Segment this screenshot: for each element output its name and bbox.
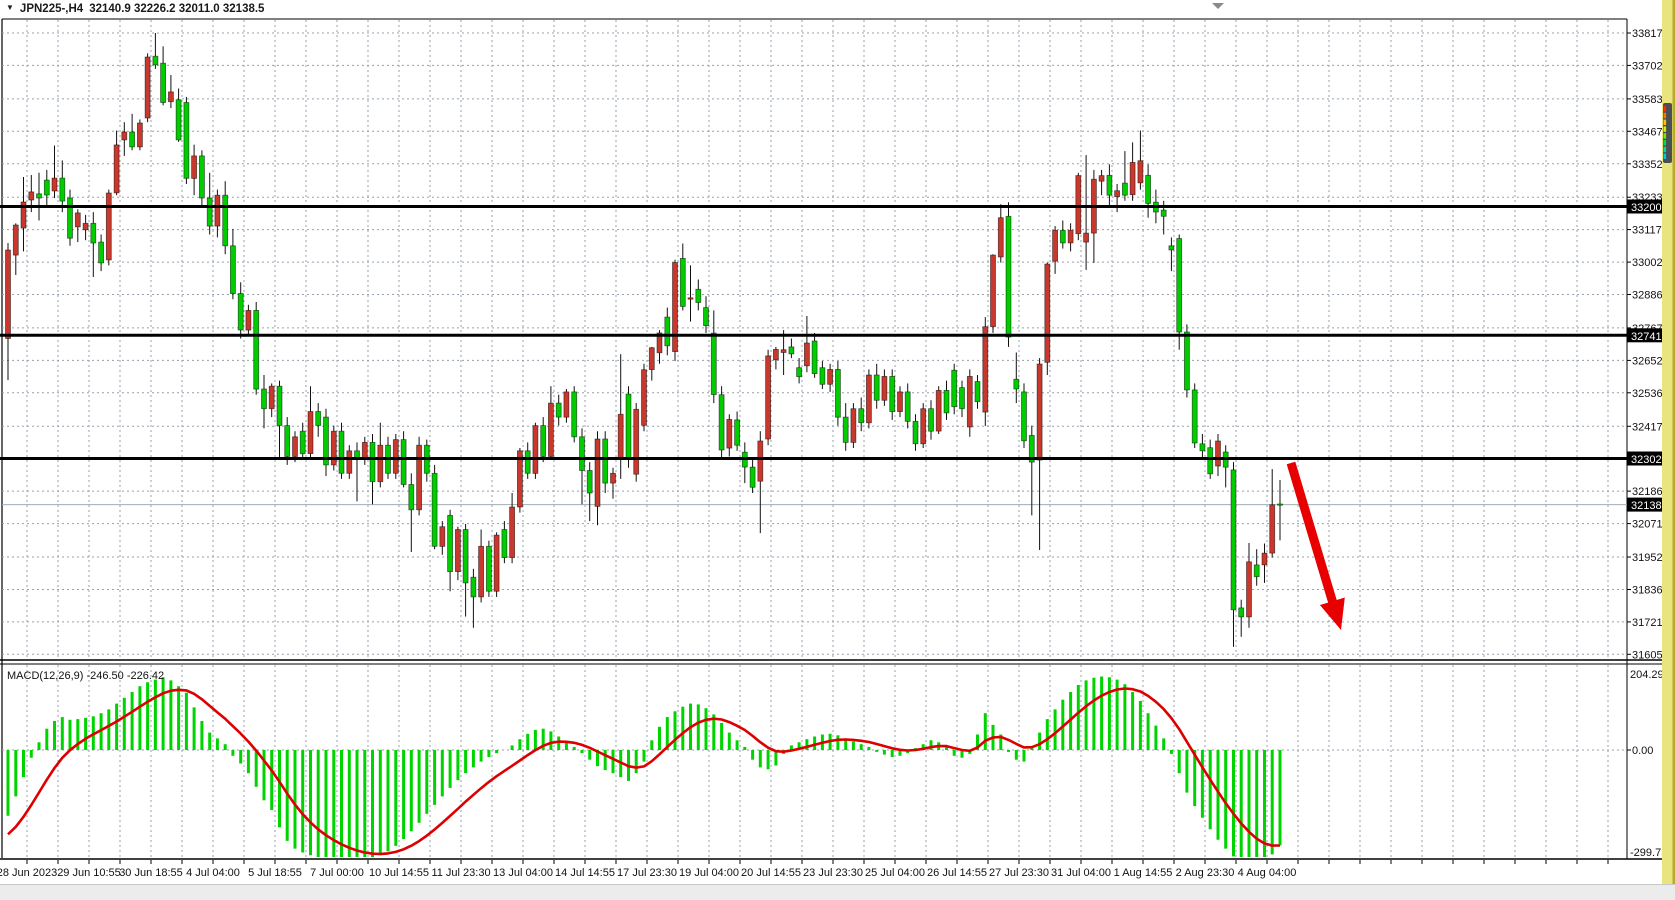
macd-signal-line (7, 687, 1281, 856)
sell-arrow-annotation[interactable] (1286, 461, 1345, 630)
svg-text:25 Jul 04:00: 25 Jul 04:00 (865, 867, 925, 879)
svg-text:10 Jul 14:55: 10 Jul 14:55 (369, 867, 429, 879)
svg-text:31721.0: 31721.0 (1632, 617, 1672, 629)
svg-text:32536.5: 32536.5 (1632, 388, 1672, 400)
svg-text:27 Jul 23:30: 27 Jul 23:30 (989, 867, 1049, 879)
macd-label: MACD(12,26,9) -246.50 -226.42 (7, 670, 164, 682)
svg-text:33817.5: 33817.5 (1632, 28, 1672, 40)
svg-text:31836.5: 31836.5 (1632, 585, 1672, 597)
svg-text:5 Jul 18:55: 5 Jul 18:55 (248, 867, 302, 879)
svg-text:1 Aug 14:55: 1 Aug 14:55 (1114, 867, 1173, 879)
svg-text:MACD(12,26,9) -246.50 -226.42: MACD(12,26,9) -246.50 -226.42 (7, 670, 164, 682)
svg-text:32741.2: 32741.2 (1631, 331, 1671, 343)
svg-text:32302.7: 32302.7 (1631, 454, 1671, 466)
svg-text:14 Jul 14:55: 14 Jul 14:55 (555, 867, 615, 879)
symbol-ohlc: 32140.9 32226.2 32011.0 32138.5 (89, 2, 265, 15)
svg-text:33200.0: 33200.0 (1631, 202, 1671, 214)
svg-text:4 Jul 04:00: 4 Jul 04:00 (186, 867, 240, 879)
svg-text:28 Jun 2023: 28 Jun 2023 (0, 867, 57, 879)
svg-text:32186.5: 32186.5 (1632, 486, 1672, 498)
svg-text:23 Jul 23:30: 23 Jul 23:30 (803, 867, 863, 879)
svg-text:32071.0: 32071.0 (1632, 519, 1672, 531)
svg-text:33702.0: 33702.0 (1632, 60, 1672, 72)
svg-text:204.29: 204.29 (1630, 669, 1664, 681)
svg-text:33583.0: 33583.0 (1632, 94, 1672, 106)
svg-text:20 Jul 14:55: 20 Jul 14:55 (741, 867, 801, 879)
chevron-down-icon[interactable]: ▼ (6, 3, 14, 12)
symbol-title[interactable]: ▼ JPN225-,H4 32140.9 32226.2 32011.0 321… (6, 1, 264, 16)
svg-text:32138.5: 32138.5 (1631, 500, 1671, 512)
window-bottom-strip (0, 884, 1675, 900)
svg-text:30 Jun 18:55: 30 Jun 18:55 (119, 867, 183, 879)
symbol-label: JPN225-,H4 (19, 2, 84, 15)
svg-text:33352.0: 33352.0 (1632, 159, 1672, 171)
svg-text:33002.0: 33002.0 (1632, 257, 1672, 269)
chart-shift-marker[interactable] (1212, 3, 1224, 9)
scrollbar-strip[interactable] (1662, 0, 1675, 900)
svg-text:33467.5: 33467.5 (1632, 126, 1672, 138)
svg-text:7 Jul 00:00: 7 Jul 00:00 (310, 867, 364, 879)
grid-lines (2, 20, 1627, 858)
svg-text:31605.5: 31605.5 (1632, 649, 1672, 661)
svg-text:4 Aug 04:00: 4 Aug 04:00 (1238, 867, 1297, 879)
svg-text:19 Jul 04:00: 19 Jul 04:00 (679, 867, 739, 879)
svg-text:31952.0: 31952.0 (1632, 552, 1672, 564)
sr-lines[interactable] (0, 205, 1627, 460)
svg-text:32417.5: 32417.5 (1632, 421, 1672, 433)
svg-text:11 Jul 23:30: 11 Jul 23:30 (431, 867, 490, 879)
svg-text:29 Jun 10:55: 29 Jun 10:55 (57, 867, 121, 879)
price-axis[interactable]: 33817.533702.033583.033467.533352.033233… (1627, 28, 1672, 661)
svg-text:-299.75: -299.75 (1630, 847, 1667, 859)
macd-axis[interactable]: 204.29 0.00 -299.75 (1627, 669, 1667, 859)
svg-text:13 Jul 04:00: 13 Jul 04:00 (493, 867, 553, 879)
svg-text:17 Jul 23:30: 17 Jul 23:30 (617, 867, 677, 879)
macd-histogram (6, 676, 1282, 857)
svg-text:0.00: 0.00 (1632, 745, 1653, 757)
svg-text:32886.5: 32886.5 (1632, 290, 1672, 302)
svg-text:33117.5: 33117.5 (1632, 225, 1671, 237)
svg-text:31 Jul 04:00: 31 Jul 04:00 (1051, 867, 1111, 879)
svg-text:2 Aug 23:30: 2 Aug 23:30 (1176, 867, 1235, 879)
svg-text:32652.0: 32652.0 (1632, 355, 1672, 367)
svg-text:26 Jul 14:55: 26 Jul 14:55 (927, 867, 987, 879)
